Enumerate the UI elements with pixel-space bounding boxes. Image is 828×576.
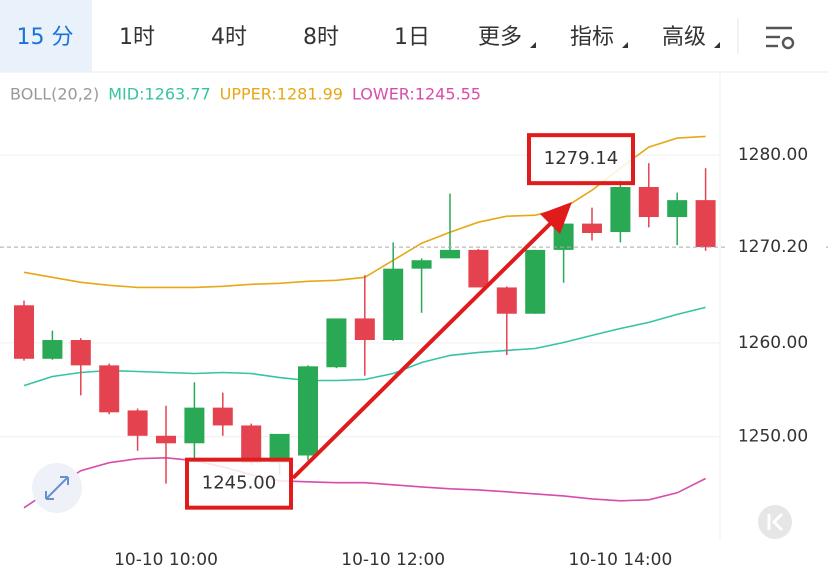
expand-button[interactable]	[32, 463, 82, 513]
tab[interactable]: 更多	[478, 25, 522, 50]
y-tick-label: 1260.00	[738, 333, 808, 353]
candle-body	[582, 223, 602, 233]
candle-body	[14, 305, 34, 359]
boll-line	[23, 456, 706, 509]
tab[interactable]: 4时	[211, 25, 247, 50]
candle-body	[326, 318, 347, 368]
candle-body	[212, 407, 233, 426]
candle-body	[468, 249, 489, 288]
candle-body	[411, 260, 432, 269]
y-tick-label: 1250.00	[738, 427, 808, 447]
x-tick-label: 10-10 12:00	[341, 550, 445, 570]
annotation-box	[527, 133, 635, 186]
reset-button[interactable]	[758, 505, 792, 539]
candle-body	[638, 186, 659, 218]
candle-body	[70, 340, 91, 366]
annotation-label: 1279.14	[544, 148, 618, 169]
candle-body	[695, 200, 716, 248]
candle-body	[496, 287, 517, 314]
dropdown-caret	[530, 42, 536, 48]
settings-icon[interactable]	[766, 26, 795, 50]
candle-body	[241, 425, 262, 464]
x-tick-label: 10-10 10:00	[114, 550, 218, 570]
arrow	[291, 202, 572, 480]
legend-entry: UPPER:1281.99	[220, 85, 343, 104]
tab[interactable]: 8时	[303, 25, 339, 50]
dropdown-caret	[714, 42, 720, 48]
annotation-box	[185, 457, 293, 510]
candle-body	[354, 318, 375, 341]
candle-body	[298, 366, 318, 456]
y-tick-label: 1280.00	[738, 145, 808, 165]
tab[interactable]: 1时	[119, 25, 155, 50]
last-price-label: 1270.20	[738, 237, 808, 257]
candle-body	[610, 186, 631, 233]
tab[interactable]: 高级	[662, 25, 706, 50]
last-price-bg	[726, 234, 826, 261]
candle-body	[42, 340, 63, 359]
candle-body	[440, 249, 460, 259]
candle-body	[156, 435, 176, 444]
annotation-label: 1245.00	[202, 473, 276, 494]
candle-body	[127, 410, 148, 436]
x-tick-label: 10-10 14:00	[569, 550, 673, 570]
chart: 15 分 1时 4时 8时 1日 更多 指标 高级 1250.00 1260.00 1280.00 1…	[0, 25, 828, 570]
tab[interactable]: 指标	[570, 25, 614, 50]
active-tab-bg	[0, 0, 92, 72]
tab[interactable]: 15 分	[17, 25, 74, 50]
candle-body	[667, 200, 688, 218]
tab[interactable]: 1日	[394, 25, 430, 50]
boll-line	[23, 306, 706, 387]
candle-body	[525, 249, 546, 314]
candle-body	[184, 407, 205, 444]
dropdown-caret	[622, 42, 628, 48]
legend-entry: MID:1263.77	[108, 85, 210, 104]
candle-body	[383, 268, 404, 341]
legend-entry: LOWER:1245.55	[352, 85, 481, 104]
candle-body	[269, 433, 290, 464]
legend-entry: BOLL(20,2)	[10, 85, 99, 104]
candle-body	[99, 365, 120, 413]
